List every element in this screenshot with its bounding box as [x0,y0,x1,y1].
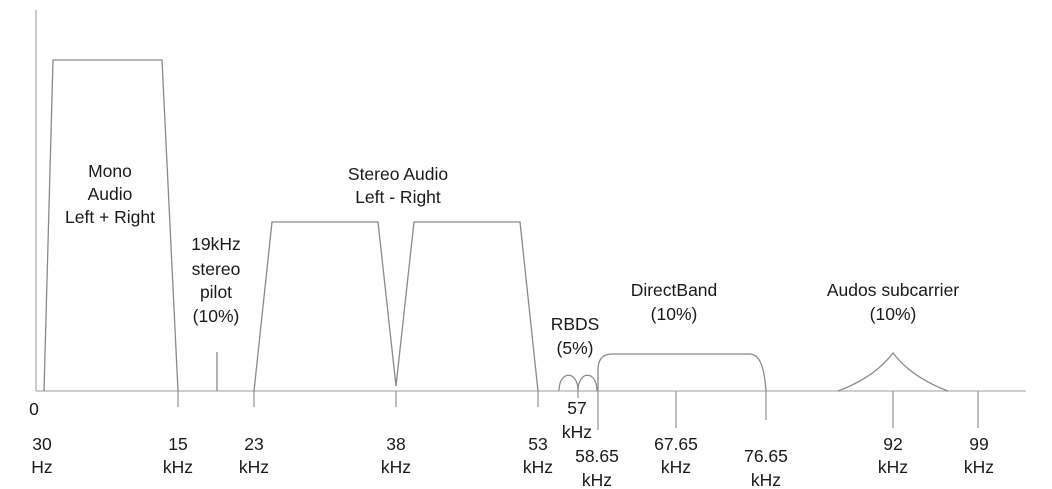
freq-53khz-value: 53 [528,434,547,454]
freq-30hz-value: 30 [32,434,52,454]
audos-label-line-2: (10%) [870,304,917,324]
mono-label-line-3: Left + Right [65,207,155,227]
mono-label-line-2: Audio [88,184,133,204]
freq-76-65khz-unit: kHz [751,470,781,489]
freq-67-65khz-unit: kHz [661,457,691,477]
pilot-label-line-4: (10%) [193,306,240,326]
mono-audio-band [43,59,179,392]
pilot-label-line-2: stereo [192,259,241,279]
directband-band [597,353,767,392]
freq-30hz-unit: Hz [31,457,52,477]
pilot-label-line-1: 19kHz [191,234,241,254]
freq-38khz-unit: kHz [381,457,411,477]
freq-23khz-value: 23 [244,434,263,454]
freq-15khz-unit: kHz [163,457,193,477]
freq-23khz-unit: kHz [239,457,269,477]
freq-57khz-value: 57 [567,398,586,418]
rbds-band [558,374,598,392]
freq-38khz-value: 38 [386,434,405,454]
audos-label-line-1: Audos subcarrier [827,280,959,300]
freq-53khz-unit: kHz [523,457,553,477]
freq-99khz-unit: kHz [964,457,994,477]
freq-57khz-unit: kHz [562,422,592,442]
stereo-label-line-1: Stereo Audio [348,164,448,184]
freq-58-65khz-value: 58.65 [575,446,619,466]
freq-99khz-value: 99 [969,434,988,454]
rbds-label-line-1: RBDS [551,314,600,334]
stereo-label-line-2: Left - Right [355,187,441,207]
directband-label-line-1: DirectBand [631,280,718,300]
freq-15khz-value: 15 [168,434,187,454]
freq-92khz-value: 92 [883,434,902,454]
stereo-upper-sideband [395,221,539,392]
freq-92khz-unit: kHz [878,457,908,477]
stereo-lower-sideband [253,221,397,392]
audos-subcarrier-band [837,351,949,392]
origin-label: 0 [29,399,39,419]
pilot-label-line-3: pilot [200,282,232,302]
freq-76-65khz-value: 76.65 [744,446,788,466]
freq-67-65khz-value: 67.65 [654,434,698,454]
freq-58-65khz-unit: kHz [582,470,612,489]
mono-label-line-1: Mono [88,161,132,181]
rbds-label-line-2: (5%) [557,338,594,358]
directband-label-line-2: (10%) [651,304,698,324]
